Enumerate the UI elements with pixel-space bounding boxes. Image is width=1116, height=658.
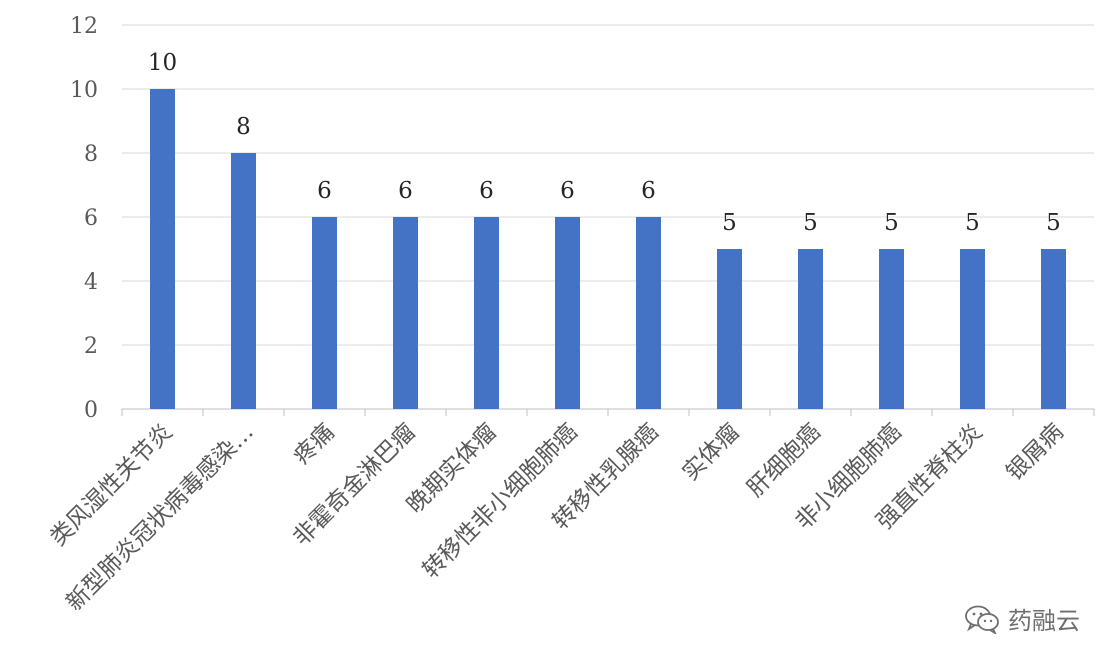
data-label: 6 (398, 178, 413, 204)
y-tick-label: 6 (84, 206, 98, 231)
bar (717, 249, 742, 409)
y-axis-ticks: 0 2 4 6 8 10 12 (70, 14, 98, 423)
data-label: 8 (236, 114, 251, 140)
bar (879, 249, 904, 409)
bar (312, 217, 337, 409)
bars (150, 89, 1066, 409)
bar (231, 153, 256, 409)
data-label: 5 (884, 210, 899, 236)
data-label: 10 (148, 50, 177, 76)
x-tick-label: 银屑病 (1002, 419, 1069, 486)
data-label: 5 (965, 210, 980, 236)
y-tick-label: 10 (70, 78, 98, 103)
bar (393, 217, 418, 409)
x-tick-label: 转移性非小细胞肺癌 (418, 419, 583, 584)
data-labels: 10 8 6 6 6 6 6 5 5 5 5 5 (148, 50, 1061, 236)
data-label: 6 (317, 178, 332, 204)
y-tick-label: 4 (84, 270, 98, 295)
data-label: 5 (1046, 210, 1061, 236)
bar (474, 217, 499, 409)
data-label: 5 (803, 210, 818, 236)
data-label: 6 (479, 178, 494, 204)
x-tick-label: 实体瘤 (678, 419, 745, 486)
data-label: 5 (722, 210, 737, 236)
gridlines (122, 25, 1094, 416)
data-label: 6 (641, 178, 656, 204)
bar (636, 217, 661, 409)
y-tick-label: 12 (70, 14, 98, 39)
data-label: 6 (560, 178, 575, 204)
y-tick-label: 2 (84, 334, 98, 359)
bar (798, 249, 823, 409)
bar (150, 89, 175, 409)
x-tick-label: 疼痛 (289, 419, 340, 470)
watermark: 药融云 (964, 601, 1080, 636)
bar (555, 217, 580, 409)
bar (960, 249, 985, 409)
wechat-icon (964, 604, 1000, 634)
y-tick-label: 0 (84, 398, 98, 423)
watermark-text: 药融云 (1008, 601, 1080, 636)
bar (1041, 249, 1066, 409)
y-tick-label: 8 (84, 142, 98, 167)
x-tick-label: 肝细胞癌 (742, 419, 825, 502)
